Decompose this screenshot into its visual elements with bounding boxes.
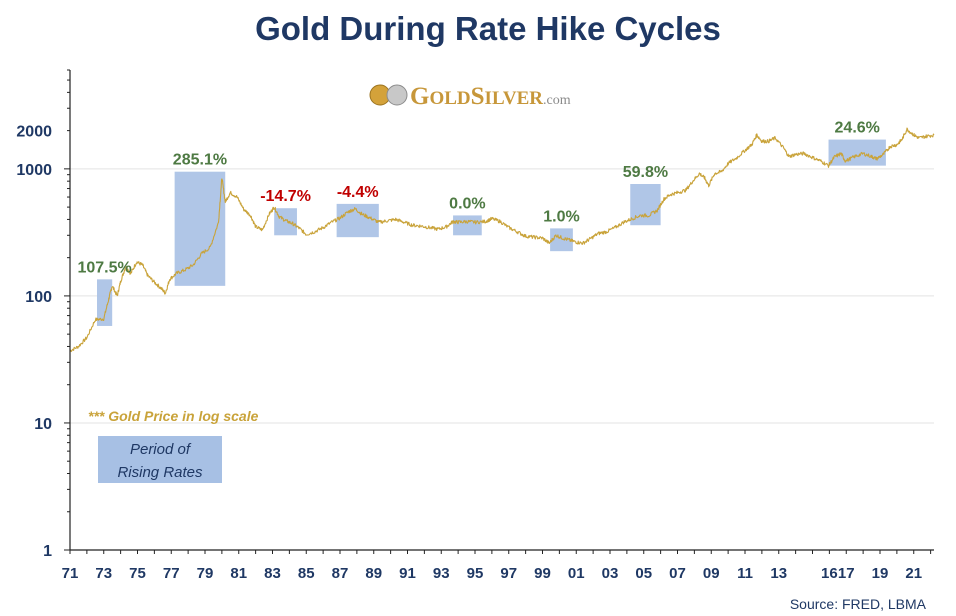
x-tick-label: 11 — [737, 565, 753, 582]
x-tick-label: 17 — [838, 565, 855, 582]
rate-period-4 — [453, 215, 482, 236]
legend-swatch — [98, 436, 222, 483]
percent-label: 24.6% — [835, 120, 880, 137]
rate-period-5 — [550, 228, 573, 252]
x-tick-label: 79 — [197, 565, 214, 582]
x-tick-label: 07 — [669, 565, 686, 582]
y-tick-label: 2000 — [16, 124, 52, 141]
x-tick-label: 05 — [635, 565, 652, 582]
legend: Period of Rising Rates — [98, 436, 222, 483]
legend-line-1: Period of — [130, 441, 192, 458]
rate-period-1 — [174, 171, 226, 286]
log-scale-note: *** Gold Price in log scale — [88, 408, 259, 424]
x-tick-label: 03 — [602, 565, 619, 582]
y-tick-label: 1000 — [16, 162, 52, 179]
y-tick-label: 100 — [25, 289, 52, 306]
y-tick-label: 10 — [34, 416, 52, 433]
source-credit: Source: FRED, LBMA — [790, 596, 927, 612]
x-tick-label: 87 — [332, 565, 349, 582]
x-tick-label: 99 — [534, 565, 551, 582]
x-tick-label: 16 — [821, 565, 838, 582]
x-tick-label: 77 — [163, 565, 180, 582]
percent-label: 107.5% — [77, 259, 131, 276]
percent-label: 59.8% — [623, 164, 668, 181]
rate-period-7 — [828, 139, 886, 166]
y-tick-label: 1 — [43, 543, 52, 560]
axes — [64, 69, 934, 554]
legend-line-2: Rising Rates — [117, 464, 203, 481]
logo-text: GOLDSILVER.com — [410, 83, 571, 110]
percent-label: -14.7% — [260, 188, 311, 205]
x-tick-label: 19 — [872, 565, 889, 582]
x-tick-label: 97 — [500, 565, 517, 582]
x-tick-label: 83 — [264, 565, 281, 582]
x-tick-label: 85 — [298, 565, 315, 582]
x-tick-label: 81 — [230, 565, 247, 582]
percent-label: 0.0% — [449, 195, 485, 212]
price-series — [69, 127, 935, 353]
x-tick-label: 01 — [568, 565, 585, 582]
x-tick-label: 13 — [770, 565, 787, 582]
silver-coin-icon — [386, 84, 408, 106]
percent-change-labels: 107.5% 285.1% -14.7% -4.4% 0.0% 1.0% 59.8% 24.6… — [77, 120, 879, 277]
x-tick-label: 09 — [703, 565, 720, 582]
x-tick-label: 95 — [467, 565, 484, 582]
x-tick-label: 75 — [129, 565, 146, 582]
x-tick-label: 89 — [365, 565, 382, 582]
x-tick-label: 91 — [399, 565, 416, 582]
y-axis-labels: 1 10 100 1000 2000 — [16, 124, 52, 560]
x-tick-label: 71 — [62, 565, 79, 582]
x-tick-label: 73 — [95, 565, 112, 582]
x-tick-label: 93 — [433, 565, 450, 582]
rate-period-2 — [274, 208, 297, 236]
rate-period-0 — [97, 279, 113, 326]
gold-price-line — [69, 127, 935, 353]
percent-label: 1.0% — [543, 208, 579, 225]
goldsilver-logo: GOLDSILVER.com — [369, 83, 571, 110]
gridlines — [70, 168, 934, 424]
x-axis-labels: 71 73 75 77 79 81 83 85 87 89 91 93 95 97 99 01 03 05 07 09… — [62, 565, 922, 582]
rate-period-3 — [336, 203, 379, 238]
x-tick-label: 21 — [905, 565, 922, 582]
percent-label: 285.1% — [173, 152, 227, 169]
percent-label: -4.4% — [337, 184, 379, 201]
chart-title: Gold During Rate Hike Cycles — [255, 10, 721, 47]
